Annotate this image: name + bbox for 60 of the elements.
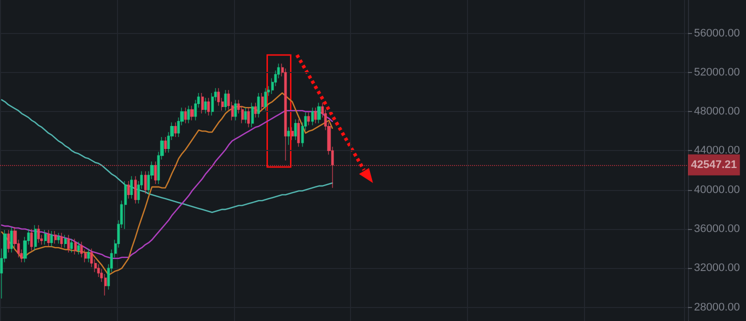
candlestick — [124, 180, 127, 230]
y-tick-label: 52000.00 — [694, 66, 740, 78]
candlestick — [174, 122, 177, 138]
line-series — [1, 92, 333, 276]
candlestick — [244, 107, 247, 124]
candlestick — [134, 176, 137, 204]
candlestick — [251, 102, 254, 128]
candlestick — [77, 241, 80, 255]
candlestick — [60, 232, 63, 248]
candlestick — [130, 176, 133, 199]
candlestick — [307, 112, 310, 126]
candlestick — [291, 126, 294, 140]
candlestick — [204, 98, 207, 114]
y-tick-label: 36000.00 — [694, 223, 740, 236]
candlestick — [287, 126, 290, 146]
candlestick — [187, 105, 190, 124]
candlestick — [10, 226, 13, 253]
candlestick — [314, 107, 317, 124]
candlestick — [264, 88, 267, 111]
candlestick — [154, 161, 157, 184]
y-tick-label: 32000.00 — [694, 262, 740, 274]
candlestick — [74, 238, 77, 255]
candlestick — [70, 238, 73, 253]
candlestick — [57, 232, 60, 244]
candlestick — [261, 92, 264, 111]
candlestick — [67, 234, 70, 253]
candlestick — [201, 92, 204, 114]
y-tick-label: 44000.00 — [694, 144, 740, 157]
candlestick — [34, 224, 37, 251]
y-tick-label: 28000.00 — [694, 301, 740, 314]
candlestick — [294, 119, 297, 140]
candlestick — [254, 102, 257, 118]
candlestick — [190, 105, 194, 121]
candlestick — [37, 224, 40, 244]
candlestick — [87, 248, 90, 263]
candlestick — [30, 228, 33, 251]
candlestick — [317, 102, 321, 124]
candlestick — [127, 180, 130, 199]
y-tick-label: 40000.00 — [694, 184, 740, 196]
candlestick — [7, 230, 10, 253]
y-tick-label: 48000.00 — [694, 106, 740, 118]
candlestick — [144, 170, 147, 194]
candlestick — [54, 230, 57, 244]
ref-line-label: 42547.21 — [691, 158, 737, 171]
candlestick — [257, 92, 260, 118]
line-series — [1, 99, 333, 214]
candlestick — [311, 107, 314, 126]
candlestick — [224, 90, 227, 111]
candlestick — [44, 230, 47, 245]
candlestick — [234, 100, 237, 121]
candlestick — [164, 136, 167, 153]
line-series — [1, 110, 333, 260]
y-tick-label: 56000.00 — [694, 27, 740, 40]
candlestick — [207, 98, 210, 116]
candlestick — [50, 230, 53, 247]
candlestick — [64, 234, 67, 248]
candlestick — [297, 119, 300, 148]
candlestick — [184, 107, 187, 124]
candlestick — [47, 230, 50, 247]
candlestick — [247, 107, 250, 128]
